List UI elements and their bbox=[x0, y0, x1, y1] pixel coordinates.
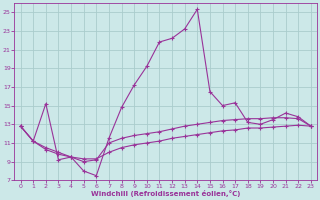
X-axis label: Windchill (Refroidissement éolien,°C): Windchill (Refroidissement éolien,°C) bbox=[91, 190, 240, 197]
